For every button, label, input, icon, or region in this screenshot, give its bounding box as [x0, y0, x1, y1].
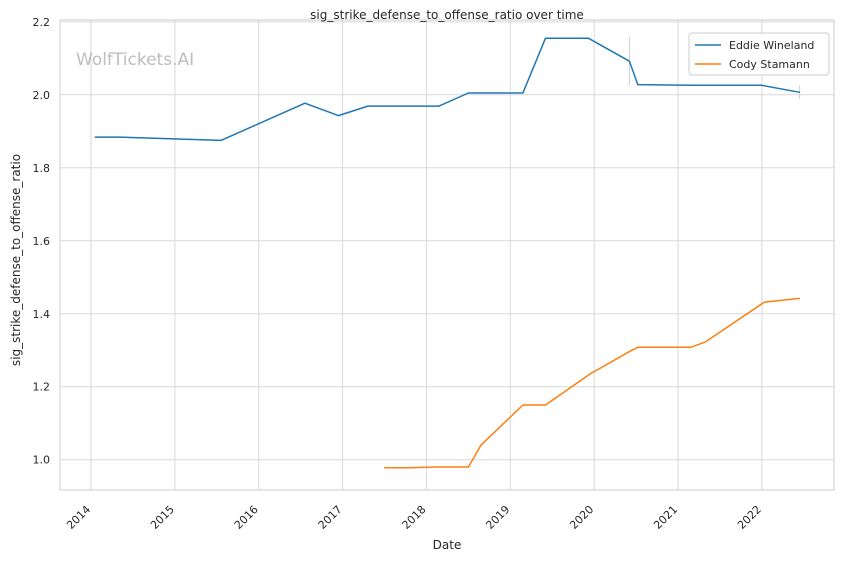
- y-axis-label: sig_strike_defense_to_offense_ratio: [9, 154, 23, 366]
- data-point-eddie-wineland: [304, 102, 306, 104]
- data-point-cody-stamann: [763, 301, 765, 303]
- x-axis-label: Date: [433, 538, 462, 552]
- data-point-cody-stamann: [544, 404, 547, 406]
- data-point-eddie-wineland: [522, 92, 524, 94]
- data-point-eddie-wineland: [690, 84, 692, 86]
- data-point-eddie-wineland: [94, 136, 96, 138]
- data-point-cody-stamann: [480, 444, 482, 446]
- data-point-cody-stamann: [690, 346, 692, 348]
- data-point-cody-stamann: [434, 466, 436, 468]
- legend-box: [688, 32, 830, 76]
- x-axis-ticks: 2014 2015 2016 2017 2018 2019 2020 2021 2022: [64, 503, 764, 532]
- y-tick-label: 1.6: [33, 235, 51, 248]
- data-point-eddie-wineland: [799, 91, 801, 93]
- plot-area: [59, 19, 835, 491]
- x-tick-label: 2015: [148, 503, 177, 532]
- x-tick-label: 2020: [567, 503, 596, 532]
- data-point-eddie-wineland: [220, 139, 222, 142]
- data-point-cody-stamann: [589, 373, 591, 375]
- legend-label-eddie-wineland: Eddie Wineland: [729, 39, 814, 52]
- legend-label-cody-stamann: Cody Stamann: [729, 58, 810, 71]
- data-point-cody-stamann: [799, 297, 801, 300]
- data-point-eddie-wineland: [337, 115, 340, 117]
- data-point-cody-stamann: [631, 349, 633, 351]
- y-tick-label: 2.2: [33, 16, 51, 29]
- x-tick-label: 2018: [400, 503, 429, 532]
- chart-title: sig_strike_defense_to_offense_ratio over…: [310, 8, 584, 22]
- x-tick-label: 2022: [735, 503, 764, 532]
- data-point-eddie-wineland: [637, 83, 639, 86]
- y-tick-label: 1.2: [33, 381, 51, 394]
- y-axis-ticks: 1.0 1.2 1.4 1.6 1.8 2.0 2.2: [33, 16, 51, 467]
- data-point-eddie-wineland: [119, 136, 121, 138]
- data-point-eddie-wineland: [587, 37, 589, 39]
- data-point-cody-stamann: [704, 341, 706, 343]
- y-tick-label: 1.4: [33, 308, 51, 321]
- data-point-eddie-wineland: [628, 60, 630, 62]
- data-point-eddie-wineland: [719, 84, 721, 86]
- grid-lines: [60, 20, 834, 490]
- x-tick-label: 2017: [316, 503, 345, 532]
- data-point-cody-stamann: [522, 404, 524, 406]
- data-point-cody-stamann: [409, 467, 411, 469]
- data-point-eddie-wineland: [761, 84, 763, 86]
- data-point-cody-stamann: [467, 466, 469, 468]
- series-lines: [94, 37, 801, 469]
- data-point-eddie-wineland: [467, 92, 469, 94]
- x-tick-label: 2019: [483, 503, 512, 532]
- watermark: WolfTickets.AI: [76, 50, 194, 70]
- data-point-eddie-wineland: [544, 37, 547, 39]
- x-tick-label: 2021: [651, 503, 680, 532]
- data-point-cody-stamann: [637, 346, 639, 348]
- y-tick-label: 1.8: [33, 162, 51, 175]
- x-tick-label: 2016: [232, 503, 261, 532]
- data-point-eddie-wineland: [367, 105, 369, 107]
- x-tick-label: 2014: [64, 503, 93, 532]
- series-line-cody-stamann: [384, 297, 800, 469]
- data-point-eddie-wineland: [438, 105, 440, 107]
- legend: Eddie Wineland Cody Stamann: [688, 32, 830, 76]
- y-tick-label: 2.0: [33, 89, 51, 102]
- data-point-cody-stamann: [383, 467, 386, 469]
- y-tick-label: 1.0: [33, 454, 51, 467]
